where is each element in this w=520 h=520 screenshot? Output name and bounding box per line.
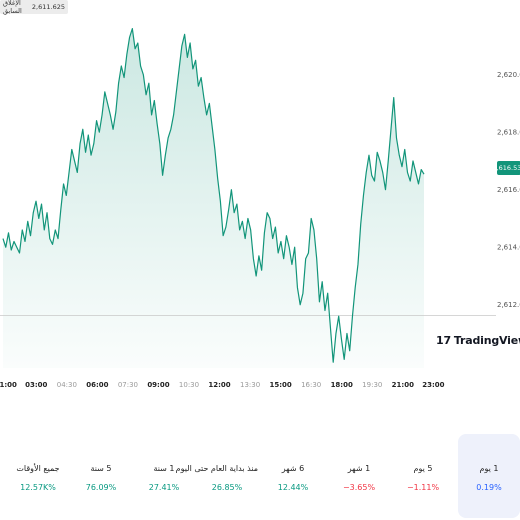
period-label: 5 يوم	[413, 464, 433, 473]
x-tick-label: 03:00	[25, 381, 47, 389]
last-price-badge: 2,616.539	[492, 161, 520, 175]
y-tick-label: 2,612.000	[497, 301, 520, 309]
x-tick-label: 01:00	[0, 381, 17, 389]
previous-close-label: الإغلاق السابق	[3, 0, 22, 15]
period-label: منذ بداية العام حتى اليوم	[175, 464, 258, 473]
x-tick-label: 21:00	[392, 381, 414, 389]
x-tick-label: 12:00	[208, 381, 230, 389]
logo-text: TradingView	[453, 334, 520, 347]
period-tab[interactable]: 1 شهر −3.65%	[328, 434, 390, 518]
period-change-value: 0.19%	[476, 483, 502, 492]
x-tick-label: 06:00	[86, 381, 108, 389]
period-tab[interactable]: 5 سنة 76.09%	[70, 434, 132, 518]
period-tab[interactable]: 1 يوم 0.19%	[458, 434, 520, 518]
x-tick-label: 16:30	[301, 381, 321, 389]
period-change-value: 26.85%	[211, 483, 243, 492]
price-chart-svg[interactable]: 2,620.000 2,618.000 2,616.000 2,614.000 2,61…	[0, 0, 520, 420]
performance-periods: جميع الأوقات 12.57K% 5 سنة 76.09% 1 سنة 27.41…	[0, 432, 520, 520]
y-tick-label: 2,616.000	[497, 186, 520, 194]
x-tick-label: 09:00	[147, 381, 169, 389]
x-tick-label: 15:00	[269, 381, 291, 389]
x-tick-label: 19:30	[362, 381, 382, 389]
period-change-value: −3.65%	[342, 483, 376, 492]
previous-close-value: 2,611.625	[31, 3, 65, 11]
previous-close-badge: الإغلاق السابق 2,611.625	[0, 0, 68, 15]
period-label: 6 شهر	[281, 464, 305, 473]
y-tick-label: 2,614.000	[497, 244, 520, 252]
series-line	[2, 28, 425, 363]
x-axis: 01:00 03:00 04:30 06:00 07:30 09:00 10:30 12:00…	[0, 381, 445, 389]
x-tick-label: 04:30	[57, 381, 77, 389]
last-price-value: 2,616.539	[492, 164, 520, 172]
period-change-value: 27.41%	[148, 483, 180, 492]
x-tick-label: 18:00	[331, 381, 353, 389]
period-change-value: −1.11%	[406, 483, 440, 492]
period-label: 1 سنة	[153, 464, 175, 473]
x-tick-label: 07:30	[118, 381, 138, 389]
tradingview-logo[interactable]: 17 TradingView	[436, 334, 520, 347]
period-change-value: 76.09%	[85, 483, 117, 492]
period-tab[interactable]: جميع الأوقات 12.57K%	[7, 434, 69, 518]
y-axis: 2,620.000 2,618.000 2,616.000 2,614.000 2,61…	[497, 71, 520, 309]
x-tick-label: 23:00	[422, 381, 444, 389]
period-change-value: 12.44%	[277, 483, 309, 492]
period-tab[interactable]: 5 يوم −1.11%	[392, 434, 454, 518]
period-tab[interactable]: 6 شهر 12.44%	[262, 434, 324, 518]
x-tick-label: 10:30	[179, 381, 199, 389]
period-label: 1 شهر	[347, 464, 371, 473]
period-label: جميع الأوقات	[16, 464, 60, 473]
period-label: 5 سنة	[90, 464, 112, 473]
y-tick-label: 2,618.000	[497, 129, 520, 137]
period-tab[interactable]: منذ بداية العام حتى اليوم 26.85%	[175, 434, 258, 518]
price-chart[interactable]: 2,620.000 2,618.000 2,616.000 2,614.000 2,61…	[0, 0, 520, 420]
area-fill	[3, 28, 424, 368]
period-label: 1 يوم	[479, 464, 499, 473]
period-change-value: 12.57K%	[20, 483, 56, 492]
y-tick-label: 2,620.000	[497, 71, 520, 79]
x-tick-label: 13:30	[240, 381, 260, 389]
period-tab[interactable]: 1 سنة 27.41%	[133, 434, 195, 518]
tradingview-logo-icon: 17	[436, 334, 451, 347]
